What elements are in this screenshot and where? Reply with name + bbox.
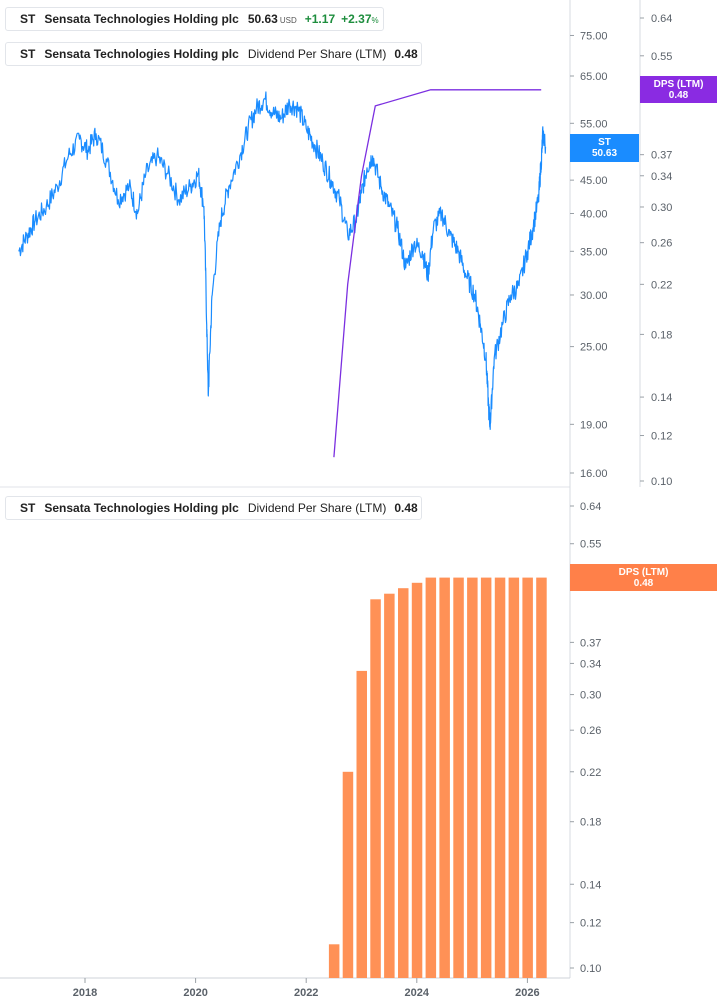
price-axis-tick-label: 65.00 [580, 71, 608, 83]
dps-bar [453, 577, 464, 978]
dps-bar [508, 577, 520, 978]
dps-bottom-tag-value: 0.48 [633, 577, 654, 589]
dps-bar [439, 577, 450, 978]
dps-bar [398, 588, 409, 978]
legend-price-change: +1.17 [304, 12, 336, 26]
bar-axis-tick-label: 0.34 [580, 658, 601, 670]
dps-bar [536, 577, 547, 978]
dps-bar [384, 593, 395, 978]
legend-dps-value: 0.48 [394, 501, 418, 515]
axis-layer: 16.00 19.00 25.00 30.00 35.00 40.00 45.00 55.00… [73, 13, 673, 999]
dps-axis-tick-label: 0.30 [651, 202, 672, 214]
dps-top-last-value-tag: DPS (LTM) 0.48 [640, 76, 717, 103]
legend-company-name: Sensata Technologies Holding plc [44, 501, 239, 515]
dps-bar [342, 771, 354, 978]
dps-bar [480, 577, 492, 978]
dps-axis-tick-label: 0.64 [651, 13, 672, 25]
price-series-line [18, 91, 547, 430]
legend-price-value: 50.63 [247, 12, 278, 26]
dps-axis-tick-label: 0.34 [651, 171, 672, 183]
legend-company-name: Sensata Technologies Holding plc [44, 12, 239, 26]
price-axis-tick-label: 35.00 [580, 246, 608, 258]
dps-bottom-last-value-tag: DPS (LTM) 0.48 [570, 564, 717, 591]
dps-bar [467, 577, 478, 978]
dps-axis-tick-label: 0.22 [651, 279, 672, 291]
dps-axis-tick-label: 0.10 [651, 476, 672, 488]
legend-company-name: Sensata Technologies Holding plc [44, 47, 239, 61]
bar-axis-tick-label: 0.55 [580, 539, 601, 551]
bar-axis-tick-label: 0.26 [580, 725, 601, 737]
legend-ticker: ST [20, 12, 36, 26]
dps-top-tag-label: DPS (LTM) [653, 78, 704, 90]
dps-bars [328, 577, 547, 978]
dps-axis-tick-label: 0.26 [651, 238, 672, 250]
dps-bar [328, 944, 340, 978]
time-axis-tick-label: 2018 [73, 987, 97, 999]
legend-ticker: ST [20, 47, 36, 61]
dps-bar [494, 577, 506, 978]
dps-axis-tick-label: 0.37 [651, 150, 672, 162]
dps-bar [425, 577, 437, 978]
dps-bottom-tag-label: DPS (LTM) [618, 566, 669, 578]
time-axis-tick-label: 2026 [515, 987, 539, 999]
legend-price-change-pct: +2.37 [341, 12, 372, 26]
bar-axis-tick-label: 0.22 [580, 767, 601, 779]
dps-axis-tick-label: 0.55 [651, 51, 672, 63]
price-tag-value: 50.63 [591, 148, 618, 159]
time-axis-tick-label: 2020 [183, 987, 207, 999]
dps-axis-tick-label: 0.12 [651, 431, 672, 443]
price-axis-tick-label: 55.00 [580, 118, 608, 130]
price-axis-tick-label: 40.00 [580, 208, 608, 220]
bar-axis-tick-label: 0.12 [580, 918, 601, 930]
bar-axis-tick-label: 0.18 [580, 817, 601, 829]
legend-dps-top[interactable]: ST Sensata Technologies Holding plc Divi… [5, 42, 422, 66]
price-axis-tick-label: 45.00 [580, 175, 608, 187]
price-axis-tick-label: 75.00 [580, 30, 608, 42]
dps-top-tag-value: 0.48 [668, 89, 689, 101]
legend-dps-value: 0.48 [394, 47, 418, 61]
bar-axis-tick-label: 0.10 [580, 963, 601, 975]
legend-price[interactable]: ST Sensata Technologies Holding plc 50.6… [5, 7, 384, 31]
price-axis-tick-label: 19.00 [580, 419, 608, 431]
bar-axis-tick-label: 0.37 [580, 637, 601, 649]
bar-axis-tick-label: 0.14 [580, 879, 601, 891]
dps-bar [411, 582, 423, 978]
dps-bar [522, 577, 533, 978]
dps-bar [370, 599, 381, 978]
price-last-value-tag: ST 50.63 [570, 134, 639, 162]
dps-bar [356, 670, 367, 978]
plot-lines [18, 89, 547, 458]
legend-metric-name: Dividend Per Share (LTM) [247, 47, 387, 61]
bar-axis-tick-label: 0.30 [580, 690, 601, 702]
price-axis-tick-label: 30.00 [580, 290, 608, 302]
dps-series-line [333, 89, 542, 458]
dps-axis-tick-label: 0.18 [651, 329, 672, 341]
legend-dps-bottom[interactable]: ST Sensata Technologies Holding plc Divi… [5, 496, 422, 520]
dps-axis-tick-label: 0.14 [651, 392, 672, 404]
time-axis-tick-label: 2024 [405, 987, 430, 999]
bar-axis-tick-label: 0.64 [580, 501, 601, 513]
price-axis-tick-label: 16.00 [580, 468, 608, 480]
time-axis-tick-label: 2022 [294, 987, 318, 999]
legend-currency: USD [279, 16, 297, 25]
price-axis-tick-label: 25.00 [580, 342, 608, 354]
legend-pct-symbol: % [371, 16, 379, 25]
legend-ticker: ST [20, 501, 36, 515]
legend-metric-name: Dividend Per Share (LTM) [247, 501, 387, 515]
price-tag-label: ST [598, 137, 611, 148]
